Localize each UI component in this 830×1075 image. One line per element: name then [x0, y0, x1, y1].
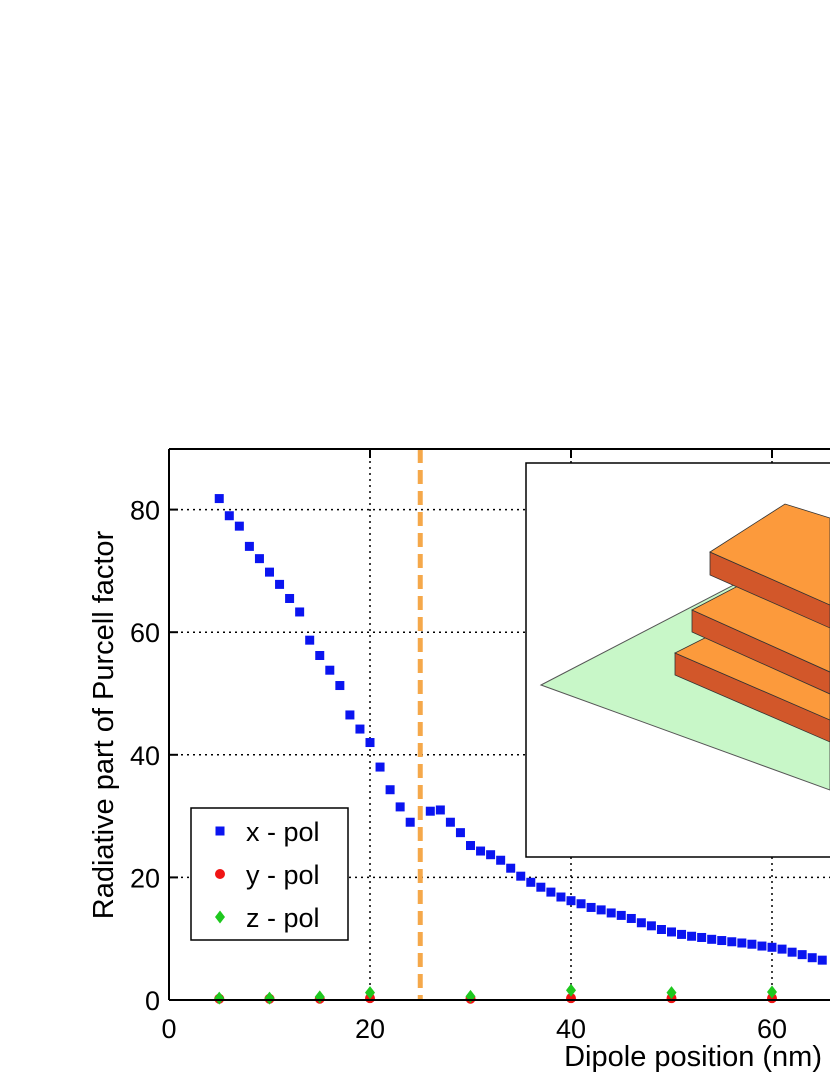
data-points	[214, 494, 827, 1005]
point-series-0	[365, 738, 375, 748]
x-tick-label: 60	[757, 1014, 787, 1044]
point-series-0	[285, 593, 295, 603]
point-series-0	[747, 939, 757, 949]
y-tick-label: 40	[130, 741, 160, 771]
point-series-0	[516, 871, 526, 881]
inset-block-1-top	[709, 503, 830, 606]
y-tick-label: 60	[130, 618, 160, 648]
point-series-0	[546, 887, 556, 897]
point-series-0	[757, 941, 767, 951]
tick-labels: 0 20 40 60 0 20 40 60 80	[130, 496, 787, 1044]
point-series-0	[646, 921, 656, 931]
point-series-0	[797, 950, 807, 960]
point-series-0	[787, 947, 797, 957]
point-series-0	[325, 665, 335, 675]
point-series-0	[425, 806, 435, 816]
point-series-0	[254, 554, 264, 564]
point-series-0	[224, 511, 234, 521]
point-series-0	[435, 805, 445, 815]
point-series-0	[667, 927, 676, 937]
point-series-0	[596, 905, 606, 915]
point-series-0	[626, 913, 636, 923]
point-series-0	[345, 710, 355, 720]
x-tick-label: 0	[161, 1014, 176, 1044]
point-series-0	[506, 863, 516, 873]
point-series-0	[315, 650, 325, 660]
point-series-0	[355, 724, 365, 734]
point-series-2	[666, 986, 677, 1000]
point-series-2	[264, 991, 275, 1005]
y-tick-label: 80	[130, 496, 160, 526]
point-series-0	[445, 817, 455, 827]
point-series-0	[275, 579, 285, 589]
point-series-0	[295, 607, 305, 617]
point-series-0	[807, 953, 817, 963]
point-series-0	[616, 910, 626, 920]
point-series-0	[717, 936, 727, 946]
point-series-0	[395, 802, 405, 812]
point-series-0	[566, 896, 576, 906]
legend-marker-1	[215, 869, 225, 879]
point-series-0	[476, 846, 486, 856]
point-series-0	[606, 908, 616, 918]
x-tick-label: 40	[556, 1014, 586, 1044]
point-series-0	[526, 877, 536, 887]
point-series-0	[677, 929, 687, 939]
inset-schematic	[525, 462, 830, 858]
point-series-0	[576, 899, 586, 909]
point-series-0	[214, 494, 224, 504]
point-series-0	[687, 931, 697, 941]
point-series-0	[234, 521, 244, 531]
legend-marker-2	[215, 910, 225, 924]
point-series-0	[817, 955, 827, 965]
point-series-0	[496, 855, 506, 865]
point-series-0	[466, 841, 475, 851]
point-series-0	[335, 681, 345, 691]
point-series-0	[486, 850, 496, 860]
point-series-0	[455, 828, 465, 838]
point-series-0	[375, 762, 385, 772]
x-tick-label: 20	[355, 1014, 385, 1044]
point-series-2	[214, 991, 225, 1005]
y-tick-label: 20	[130, 863, 160, 893]
point-series-0	[265, 567, 274, 577]
point-series-0	[385, 785, 395, 795]
point-series-0	[697, 932, 707, 942]
point-series-0	[737, 938, 747, 948]
legend-label-2: z - pol	[246, 903, 320, 933]
point-series-2	[767, 985, 777, 999]
point-series-0	[556, 892, 566, 902]
legend-label-0: x - pol	[246, 817, 320, 847]
point-series-0	[777, 944, 787, 954]
point-series-0	[636, 918, 646, 928]
legend-label-1: y - pol	[246, 860, 320, 890]
point-series-0	[707, 934, 717, 944]
legend: x - pol y - pol z - pol	[190, 807, 349, 941]
point-series-0	[305, 635, 315, 645]
legend-marker-0	[215, 826, 225, 836]
x-axis-title: Dipole position (nm)	[564, 1041, 822, 1073]
point-series-0	[586, 902, 596, 912]
y-tick-label: 0	[145, 986, 160, 1016]
y-axis-title: Radiative part of Purcell factor	[88, 530, 120, 919]
point-series-0	[244, 541, 254, 551]
point-series-0	[767, 942, 777, 952]
point-series-0	[727, 937, 737, 947]
point-series-2	[365, 986, 375, 1000]
point-series-0	[405, 817, 415, 827]
point-series-0	[656, 925, 666, 935]
plot-frame	[168, 448, 830, 1001]
point-series-2	[566, 983, 576, 997]
point-series-0	[536, 882, 546, 892]
